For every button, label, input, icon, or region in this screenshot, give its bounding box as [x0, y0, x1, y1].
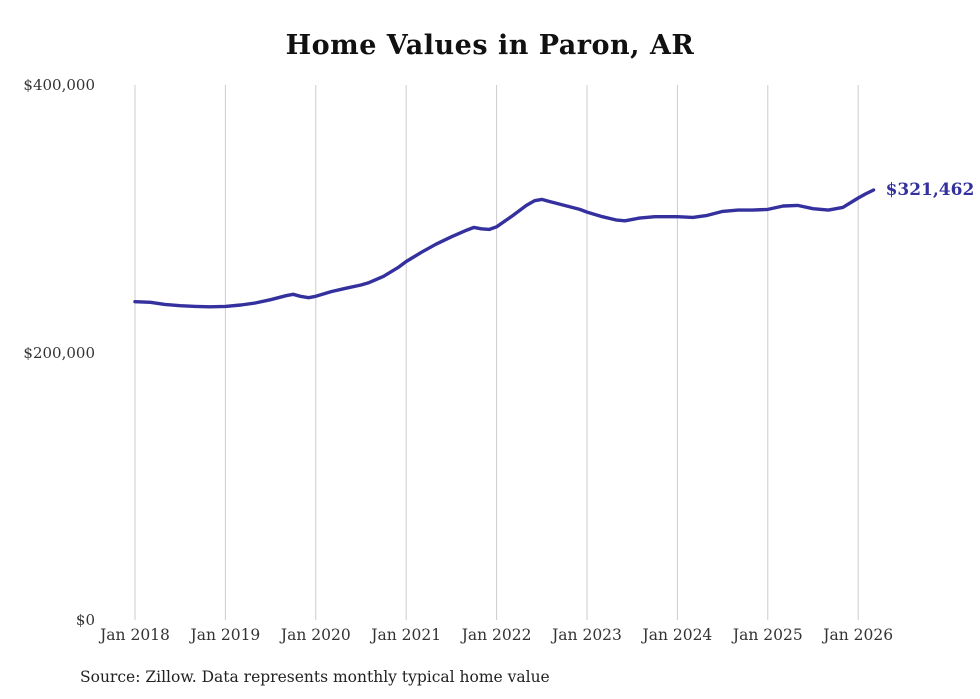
x-tick-label: Jan 2023: [552, 626, 622, 644]
x-tick-label: Jan 2022: [461, 626, 532, 644]
y-tick-label: $400,000: [23, 76, 95, 94]
x-tick-label: Jan 2024: [642, 626, 713, 644]
x-tick-label: Jan 2019: [190, 626, 261, 644]
y-tick-label: $0: [75, 611, 95, 629]
x-tick-label: Jan 2021: [371, 626, 442, 644]
source-note: Source: Zillow. Data represents monthly …: [80, 668, 550, 686]
latest-value-label: $321,462: [885, 180, 975, 201]
x-tick-label: Jan 2020: [280, 626, 351, 644]
x-tick-label: Jan 2018: [100, 626, 170, 644]
chart-title: Home Values in Paron, AR: [285, 30, 695, 61]
home-value-line: [133, 188, 876, 309]
x-tick-label: Jan 2025: [732, 626, 803, 644]
y-tick-label: $200,000: [23, 343, 95, 362]
x-tick-label: Jan 2026: [823, 626, 894, 644]
